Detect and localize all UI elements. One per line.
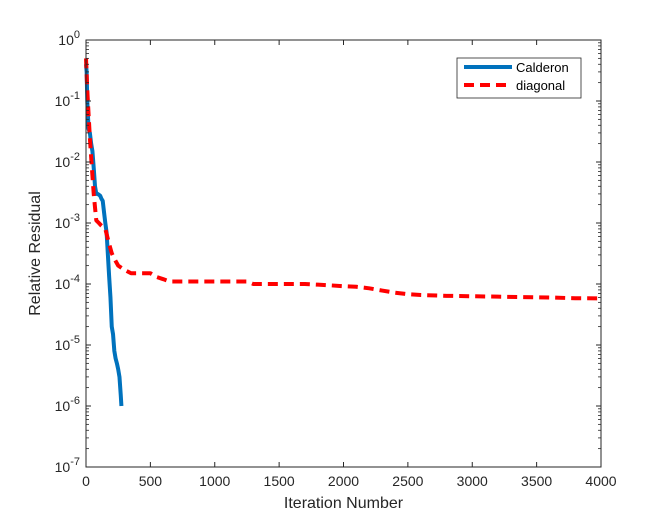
legend-label-diagonal: diagonal [516,78,565,93]
y-tick-label: 100 [58,29,80,48]
y-tick-label: 10-3 [55,212,80,231]
series-layer [84,58,602,407]
x-tick-label: 3500 [521,473,552,489]
legend-label-calderon: Calderon [516,60,569,75]
x-tick-label: 3000 [457,473,488,489]
legend: Calderon diagonal [456,57,582,99]
x-tick-label: 2000 [328,473,359,489]
x-tick-label: 4000 [585,473,616,489]
series-line-diagonal [84,58,602,301]
x-tick-label: 500 [139,473,163,489]
y-axis-label: Relative Residual [27,191,44,316]
x-tick-label: 1000 [199,473,230,489]
y-tick-label: 10-7 [55,456,80,475]
ticks-layer: 0 500 1000 1500 2000 2500 3000 3500 4000 100 10-1 1… [55,29,617,489]
x-tick-label: 1500 [264,473,295,489]
y-tick-label: 10-2 [55,151,80,170]
y-tick-label: 10-4 [55,273,80,292]
x-tick-label: 2500 [392,473,423,489]
y-tick-label: 10-5 [55,334,80,353]
x-axis-label: Iteration Number [284,495,404,512]
x-tick-label: 0 [82,473,90,489]
y-tick-label: 10-6 [55,395,80,414]
y-tick-label: 10-1 [55,90,80,109]
plot-background [86,40,601,467]
legend-box [456,57,582,99]
